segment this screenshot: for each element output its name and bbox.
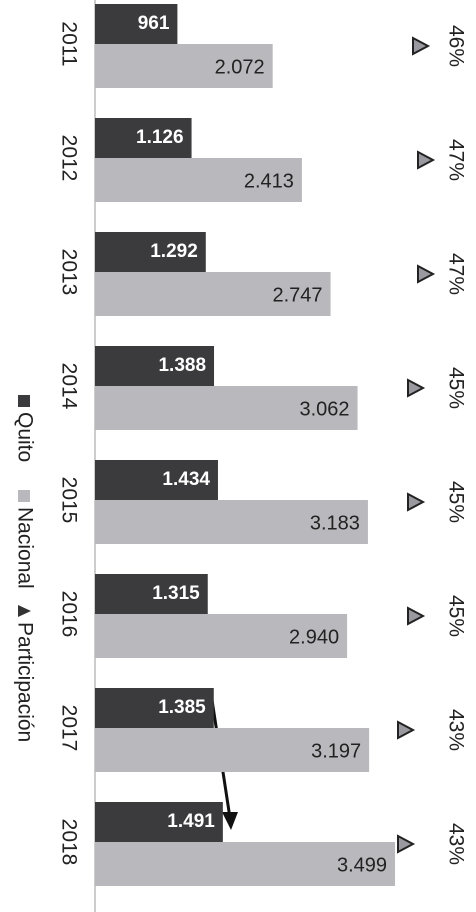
bar (95, 802, 223, 842)
legend-marker (18, 395, 30, 407)
legend-label: Nacional (13, 507, 36, 589)
participation-label: 45% (444, 367, 467, 409)
bar (95, 4, 178, 44)
value-label: 1.292 (150, 241, 198, 262)
value-label: 1.315 (152, 583, 200, 604)
bar (95, 614, 348, 658)
bar (95, 44, 273, 88)
bar (95, 500, 368, 544)
participation-marker (407, 606, 426, 626)
value-label: 3.062 (300, 398, 350, 420)
y-tick-label: 2012 (57, 135, 80, 182)
participation-label: 43% (444, 709, 467, 751)
bar (95, 574, 208, 614)
value-label: 961 (138, 13, 170, 34)
participation-marker (407, 378, 426, 398)
y-tick-label: 2015 (57, 477, 80, 524)
legend: Quito Nacional Participación (13, 395, 36, 742)
participation-label: 47% (444, 253, 467, 295)
y-tick-label: 2014 (57, 363, 80, 410)
bar (95, 842, 396, 886)
legend-marker (18, 490, 30, 502)
participation-marker (397, 720, 416, 740)
value-label: 2.940 (289, 626, 339, 648)
value-label: 2.413 (244, 170, 294, 192)
annotation-arrow-head (222, 812, 238, 830)
y-tick-label: 2013 (57, 249, 80, 296)
bar (95, 386, 358, 430)
value-label: 1.434 (162, 469, 210, 490)
bar (95, 158, 302, 202)
participation-marker (417, 264, 436, 284)
participation-marker (417, 150, 436, 170)
y-tick-label: 2016 (57, 591, 80, 638)
value-label: 1.491 (167, 811, 215, 832)
bar (95, 728, 370, 772)
value-label: 3.183 (310, 512, 360, 534)
legend-marker (18, 605, 31, 617)
participation-label: 45% (444, 595, 467, 637)
y-tick-label: 2017 (57, 705, 80, 752)
value-label: 1.126 (136, 127, 184, 148)
y-tick-label: 2018 (57, 819, 80, 866)
value-label: 3.197 (311, 740, 361, 762)
bar (95, 272, 331, 316)
participation-label: 47% (444, 139, 467, 181)
participation-marker (397, 834, 416, 854)
bar (95, 232, 206, 272)
participation-marker (407, 492, 426, 512)
bar (95, 346, 215, 386)
bar (95, 460, 218, 500)
value-label: 1.388 (158, 355, 206, 376)
participation-label: 43% (444, 823, 467, 865)
participation-label: 45% (444, 481, 467, 523)
legend-label: Quito (13, 412, 36, 462)
participation-marker (412, 36, 431, 56)
legend-label: Participación (13, 622, 36, 742)
bar (95, 688, 214, 728)
value-label: 2.747 (272, 284, 322, 306)
value-label: 3.499 (337, 854, 387, 876)
value-label: 2.072 (215, 56, 265, 78)
value-label: 1.385 (158, 697, 206, 718)
bar (95, 118, 192, 158)
y-tick-label: 2011 (57, 21, 80, 66)
participation-label: 46% (444, 25, 467, 67)
